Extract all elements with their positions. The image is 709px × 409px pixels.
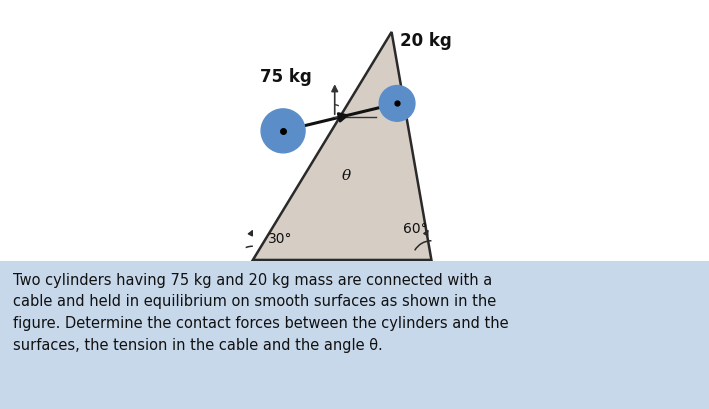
FancyBboxPatch shape (0, 262, 709, 409)
Text: θ: θ (342, 169, 351, 182)
Circle shape (379, 86, 415, 122)
Text: Two cylinders having 75 kg and 20 kg mass are connected with a
cable and held in: Two cylinders having 75 kg and 20 kg mas… (13, 272, 508, 352)
Polygon shape (253, 33, 431, 261)
Text: 60°: 60° (403, 222, 428, 236)
Text: 20 kg: 20 kg (400, 32, 452, 50)
Text: 30°: 30° (268, 231, 293, 245)
Text: 75 kg: 75 kg (259, 68, 311, 86)
Circle shape (261, 110, 305, 153)
